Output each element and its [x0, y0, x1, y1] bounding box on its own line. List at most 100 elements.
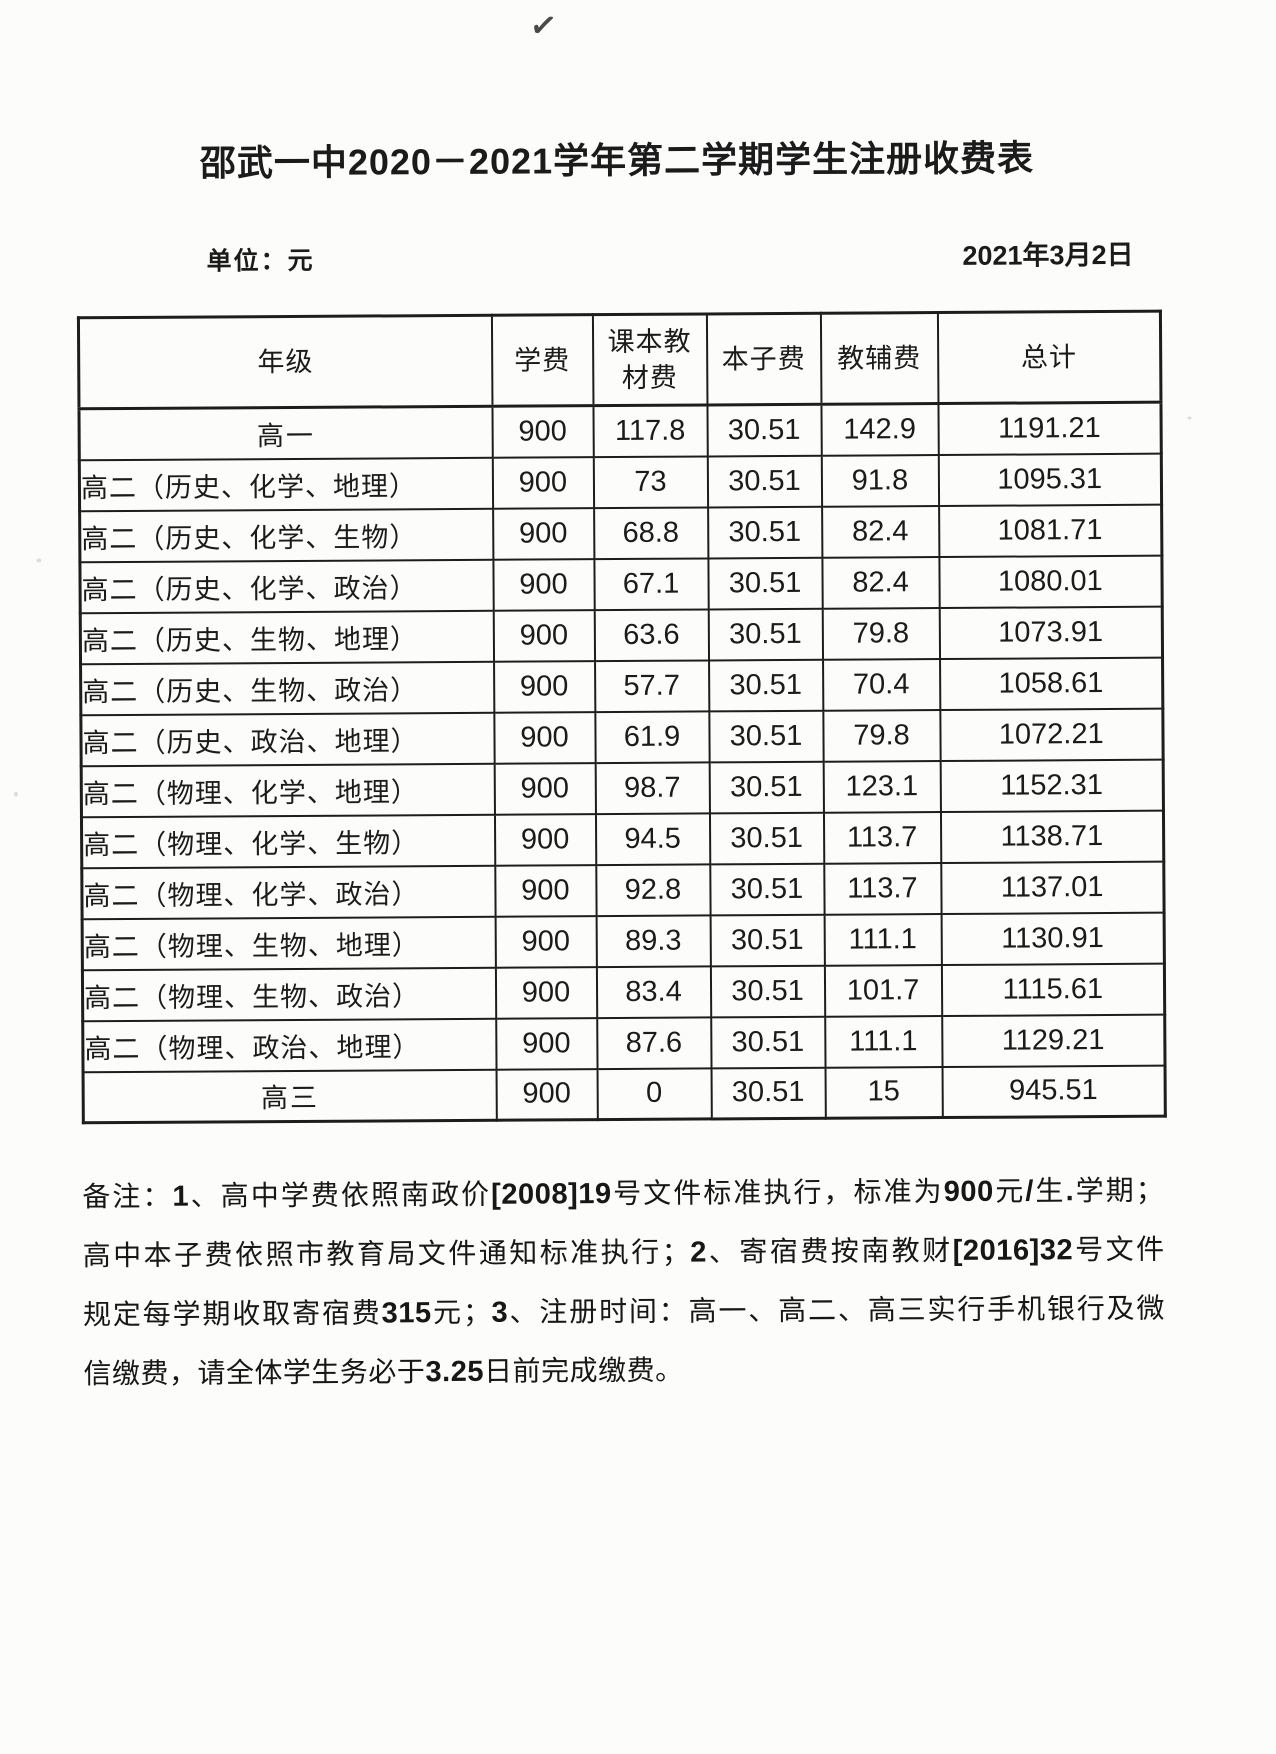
- cell-notebook-fee: 30.51: [707, 455, 822, 507]
- cell-notebook-fee: 30.51: [707, 557, 823, 609]
- cell-total: 1191.21: [937, 402, 1162, 455]
- col-header-grade: 年级: [78, 315, 492, 409]
- scan-speck: [1187, 416, 1192, 420]
- cell-grade: 高二（历史、化学、政治）: [79, 559, 494, 613]
- table-row: 高二（物理、政治、地理） 900 87.6 30.51 111.1 1129.21: [82, 1014, 1166, 1072]
- cell-supplementary-fee: 15: [825, 1066, 943, 1119]
- note-line: 规定每学期收取寄宿费315元；3、注册时间：高一、高二、高三实行手机银行及微: [82, 1293, 1166, 1332]
- cell-supplementary-fee: 70.4: [822, 658, 940, 711]
- table-row: 高二（物理、生物、地理） 900 89.3 30.51 111.1 1130.91: [82, 912, 1165, 970]
- scanned-page: ✓ 邵武一中2020－2021学年第二学期学生注册收费表 单位：元 2021年3…: [13, 0, 1192, 1405]
- col-header-tuition: 学费: [491, 314, 593, 407]
- cell-tuition: 900: [495, 1017, 598, 1070]
- cell-textbook-fee: 92.8: [595, 863, 711, 916]
- header-row: 年级 学费 课本教材费 本子费 教辅费 总计: [78, 311, 1161, 409]
- table-row: 高二（物理、生物、政治） 900 83.4 30.51 101.7 1115.61: [82, 963, 1165, 1021]
- cell-grade: 高二（历史、生物、政治）: [80, 661, 494, 715]
- cell-notebook-fee: 30.51: [710, 914, 825, 966]
- cell-textbook-fee: 73: [593, 455, 708, 508]
- cell-notebook-fee: 30.51: [706, 404, 822, 456]
- fee-table: 年级 学费 课本教材费 本子费 教辅费 总计 高一 900 117.8 30.51 142.9 11…: [76, 309, 1167, 1125]
- cell-grade: 高二（物理、化学、地理）: [81, 763, 495, 817]
- table-row: 高二（历史、化学、政治） 900 67.1 30.51 82.4 1080.01: [79, 555, 1163, 613]
- cell-grade: 高二（物理、化学、生物）: [81, 814, 495, 868]
- cell-grade: 高二（物理、化学、政治）: [81, 865, 496, 919]
- cell-textbook-fee: 98.7: [595, 761, 710, 814]
- col-header-total: 总计: [937, 311, 1161, 404]
- cell-supplementary-fee: 111.1: [824, 913, 942, 966]
- cell-textbook-fee: 67.1: [593, 557, 709, 610]
- cell-total: 1081.71: [938, 504, 1162, 557]
- page-title: 邵武一中2020－2021学年第二学期学生注册收费表: [199, 138, 1035, 184]
- cell-tuition: 900: [492, 456, 594, 509]
- cell-total: 1058.61: [939, 657, 1163, 710]
- cell-grade: 高二（历史、化学、地理）: [79, 457, 493, 511]
- cell-tuition: 900: [494, 813, 596, 866]
- cell-textbook-fee: 87.6: [596, 1016, 712, 1069]
- table-row: 高二（历史、政治、地理） 900 61.9 30.51 79.8 1072.21: [80, 708, 1164, 766]
- cell-textbook-fee: 94.5: [595, 812, 710, 865]
- cell-supplementary-fee: 101.7: [824, 964, 942, 1017]
- scan-speck: [36, 558, 42, 563]
- col-header-notebook-fee: 本子费: [706, 313, 821, 405]
- cell-tuition: 900: [492, 507, 594, 560]
- handwritten-checkmark: ✓: [527, 5, 560, 46]
- cell-tuition: 900: [493, 711, 596, 764]
- cell-textbook-fee: 57.7: [594, 659, 709, 712]
- cell-total: 1137.01: [940, 861, 1165, 914]
- scan-speck: [13, 791, 18, 797]
- cell-tuition: 900: [494, 762, 596, 815]
- table-row: 高一 900 117.8 30.51 142.9 1191.21: [78, 402, 1162, 460]
- table-row: 高二（物理、化学、地理） 900 98.7 30.51 123.1 1152.31: [81, 759, 1164, 817]
- cell-textbook-fee: 63.6: [594, 608, 709, 661]
- table-row: 高二（历史、化学、生物） 900 68.8 30.51 82.4 1081.71: [79, 504, 1162, 562]
- cell-notebook-fee: 30.51: [708, 659, 823, 711]
- cell-tuition: 900: [493, 609, 595, 662]
- cell-grade: 高一: [78, 406, 493, 460]
- col-header-textbook-fee: 课本教材费: [592, 313, 707, 406]
- table-row: 高二（历史、生物、政治） 900 57.7 30.51 70.4 1058.61: [80, 657, 1163, 715]
- cell-textbook-fee: 0: [597, 1067, 712, 1120]
- cell-total: 1129.21: [941, 1014, 1166, 1067]
- cell-total: 1072.21: [939, 708, 1164, 761]
- table-row: 高二（物理、化学、政治） 900 92.8 30.51 113.7 1137.01: [81, 861, 1165, 919]
- table-row: 高二（历史、化学、地理） 900 73 30.51 91.8 1095.31: [79, 453, 1162, 511]
- cell-textbook-fee: 117.8: [592, 404, 708, 457]
- table-row: 高二（物理、化学、生物） 900 94.5 30.51 113.7 1138.71: [81, 810, 1164, 868]
- col-header-supplementary-fee: 教辅费: [820, 312, 938, 405]
- cell-supplementary-fee: 79.8: [822, 607, 940, 660]
- note-line: 高中本子费依照市教育局文件通知标准执行；2、寄宿费按南教财[2016]32号文件: [82, 1234, 1165, 1273]
- cell-total: 1152.31: [940, 759, 1164, 812]
- cell-notebook-fee: 30.51: [709, 761, 824, 813]
- note-line: 备注：1、高中学费依照南政价[2008]19号文件标准执行，标准为900元/生.…: [82, 1175, 1165, 1214]
- cell-supplementary-fee: 79.8: [822, 709, 941, 762]
- meta-row: 单位：元 2021年3月2日: [76, 233, 1158, 279]
- cell-tuition: 900: [496, 1068, 598, 1121]
- cell-textbook-fee: 68.8: [593, 506, 708, 559]
- unit-label: 单位：元: [206, 247, 315, 276]
- cell-grade: 高三: [83, 1069, 497, 1123]
- cell-supplementary-fee: 123.1: [823, 760, 941, 813]
- cell-notebook-fee: 30.51: [707, 506, 822, 558]
- cell-grade: 高二（历史、化学、生物）: [79, 508, 493, 562]
- cell-supplementary-fee: 111.1: [824, 1015, 943, 1068]
- cell-supplementary-fee: 82.4: [821, 556, 940, 609]
- cell-grade: 高二（物理、生物、地理）: [82, 916, 496, 970]
- cell-total: 945.51: [942, 1065, 1166, 1118]
- cell-notebook-fee: 30.51: [711, 1067, 826, 1119]
- table-row: 高二（历史、生物、地理） 900 63.6 30.51 79.8 1073.91: [80, 606, 1163, 664]
- cell-tuition: 900: [495, 915, 597, 968]
- cell-supplementary-fee: 113.7: [823, 862, 942, 915]
- date-label: 2021年3月2日: [962, 239, 1134, 271]
- cell-notebook-fee: 30.51: [710, 1016, 826, 1068]
- cell-notebook-fee: 30.51: [708, 710, 824, 762]
- notes-paragraph: 备注：1、高中学费依照南政价[2008]19号文件标准执行，标准为900元/生.…: [82, 1162, 1165, 1405]
- cell-notebook-fee: 30.51: [710, 965, 825, 1017]
- cell-textbook-fee: 83.4: [596, 965, 711, 1018]
- cell-notebook-fee: 30.51: [708, 608, 823, 660]
- cell-supplementary-fee: 82.4: [821, 505, 939, 558]
- cell-tuition: 900: [493, 660, 595, 713]
- cell-textbook-fee: 89.3: [596, 914, 711, 967]
- cell-total: 1095.31: [938, 453, 1162, 506]
- cell-notebook-fee: 30.51: [709, 812, 824, 864]
